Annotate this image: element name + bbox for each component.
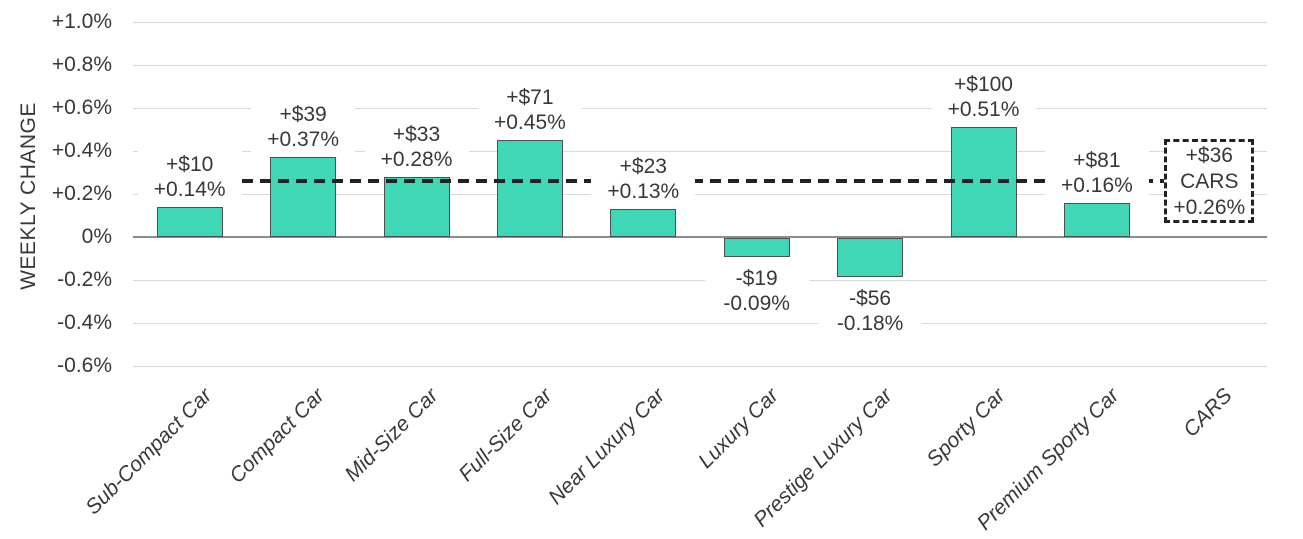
bar-full-size-car: [496, 140, 563, 237]
cars-box-dollar-value: +$36: [1185, 144, 1233, 168]
y-tick-label: +0.8%: [51, 53, 112, 76]
x-axis-label-compact-car: Compact Car: [225, 384, 330, 488]
bar-compact-car: [270, 157, 337, 237]
y-tick-label: +0.2%: [51, 182, 112, 205]
bar-label-dollar: +$10: [166, 152, 214, 176]
y-tick-label: -0.4%: [57, 311, 112, 334]
bar-label-dollar: +$23: [619, 155, 667, 179]
bar-label-pct: +0.14%: [153, 177, 226, 201]
bar-label-pct: +0.51%: [947, 98, 1020, 122]
bar-label-dollar: +$39: [279, 103, 327, 127]
bar-label-sporty-car: +$100 +0.51%: [931, 71, 1036, 124]
bar-sub-compact-car: [156, 206, 223, 237]
gridline: [133, 108, 1267, 109]
bar-label-pct: +0.13%: [607, 180, 680, 204]
bar-label-dollar: +$71: [506, 86, 554, 110]
bar-mid-size-car: [383, 176, 450, 237]
bar-label-pct: -0.18%: [836, 311, 904, 335]
gridline: [133, 280, 1267, 281]
y-tick-label: 0%: [81, 225, 112, 248]
bar-label-near-luxury-car: +$23 +0.13%: [591, 153, 696, 206]
cars-box-pct-value: +0.26%: [1173, 196, 1246, 220]
bar-label-dollar: -$56: [849, 286, 892, 310]
bar-premium-sporty-car: [1063, 202, 1130, 237]
y-tick-label: +1.0%: [51, 10, 112, 33]
bar-label-pct: +0.37%: [267, 128, 339, 152]
gridline: [133, 22, 1267, 23]
gridline: [133, 323, 1267, 324]
bar-label-dollar: +$33: [392, 122, 441, 146]
x-axis-label-cars: CARS: [1179, 384, 1237, 442]
bar-label-pct: +0.16%: [1060, 173, 1133, 197]
x-axis-label-full-size-car: Full-Size Car: [454, 384, 557, 487]
bar-label-pct: -0.09%: [723, 292, 790, 316]
bar-prestige-luxury-car: [837, 238, 904, 277]
bar-label-full-size-car: +$71 +0.45%: [477, 84, 582, 137]
y-tick-label: -0.2%: [57, 268, 112, 291]
bar-label-pct: +0.45%: [493, 111, 566, 135]
bar-label-premium-sporty-car: +$81 +0.16%: [1044, 146, 1149, 199]
y-tick-label: -0.6%: [57, 354, 112, 377]
y-tick-label: +0.6%: [51, 96, 112, 119]
x-axis-label-luxury-car: Luxury Car: [694, 384, 783, 473]
bar-label-luxury-car: -$19 -0.09%: [704, 265, 809, 318]
bar-near-luxury-car: [610, 209, 677, 237]
x-axis-label-near-luxury-car: Near Luxury Car: [544, 384, 670, 510]
bar-label-pct: +0.28%: [380, 147, 453, 171]
bar-label-dollar: +$81: [1073, 148, 1121, 172]
bar-luxury-car: [723, 238, 790, 258]
bar-label-prestige-luxury-car: -$56 -0.18%: [818, 284, 923, 337]
bar-label-sub-compact-car: +$10 +0.14%: [137, 150, 242, 203]
x-axis-label-mid-size-car: Mid-Size Car: [340, 384, 443, 487]
bar-label-compact-car: +$39 +0.37%: [251, 101, 356, 154]
cars-box-label: CARS: [1180, 170, 1239, 194]
gridline: [133, 194, 1267, 195]
gridline: [133, 366, 1267, 367]
y-tick-label: +0.4%: [51, 139, 112, 162]
bar-label-mid-size-car: +$33 +0.28%: [364, 120, 469, 173]
x-axis-label-sub-compact-car: Sub-Compact Car: [80, 384, 216, 520]
bar-label-dollar: +$100: [954, 73, 1013, 97]
x-axis-line: [133, 236, 1267, 238]
gridline: [133, 65, 1267, 66]
bar-label-dollar: -$19: [735, 267, 778, 291]
gridline: [133, 151, 1267, 152]
x-axis-label-sporty-car: Sporty Car: [922, 384, 1010, 472]
cars-average-callout-box: +$36 CARS +0.26%: [1164, 139, 1255, 224]
